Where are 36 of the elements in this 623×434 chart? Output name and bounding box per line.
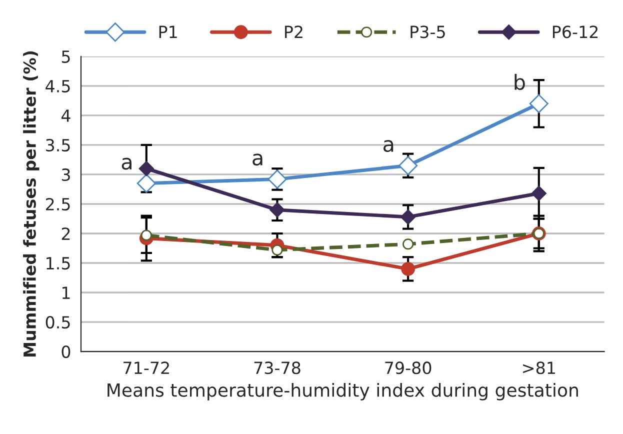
y-tick-label: 4.5 xyxy=(46,80,70,92)
annotation: a xyxy=(122,158,132,170)
annotation: a xyxy=(252,154,262,166)
annotation: b xyxy=(514,74,525,90)
point xyxy=(401,262,416,276)
point xyxy=(140,230,152,241)
legend-label: P6-12 xyxy=(552,26,598,38)
y-tick-label: 2 xyxy=(62,227,70,240)
x-tick-label: 73-78 xyxy=(254,362,300,374)
point xyxy=(270,202,285,218)
y-tick-label: 3.5 xyxy=(46,138,70,152)
y-tick-label: 2.5 xyxy=(46,198,70,211)
point xyxy=(268,170,287,189)
y-tick-label: 1.5 xyxy=(46,257,70,270)
y-tick-label: 0 xyxy=(62,346,70,358)
point xyxy=(400,209,416,225)
y-tick-label: 5 xyxy=(62,50,70,63)
y-axis-title: Mummified fetuses per litter (%) xyxy=(23,51,40,356)
legend-label: P1 xyxy=(159,26,177,38)
point xyxy=(398,156,418,176)
x-axis-title: Means temperature-humidity index during gestation xyxy=(108,382,578,400)
x-tick-label: 79-80 xyxy=(385,362,432,374)
point xyxy=(531,186,546,201)
legend-label: P2 xyxy=(285,26,302,38)
y-tick-label: 4 xyxy=(61,110,70,122)
legend-label: P3-5 xyxy=(410,26,445,38)
y-tick-label: 1 xyxy=(62,286,70,299)
point xyxy=(529,94,548,114)
x-tick-label: >81 xyxy=(523,362,555,374)
y-tick-label: 0.5 xyxy=(46,316,70,329)
x-tick-label: 71-72 xyxy=(124,362,169,374)
y-tick-label: 3 xyxy=(62,168,70,182)
point xyxy=(402,238,414,250)
point xyxy=(138,160,154,176)
annotation: a xyxy=(383,140,394,152)
point xyxy=(136,174,156,193)
